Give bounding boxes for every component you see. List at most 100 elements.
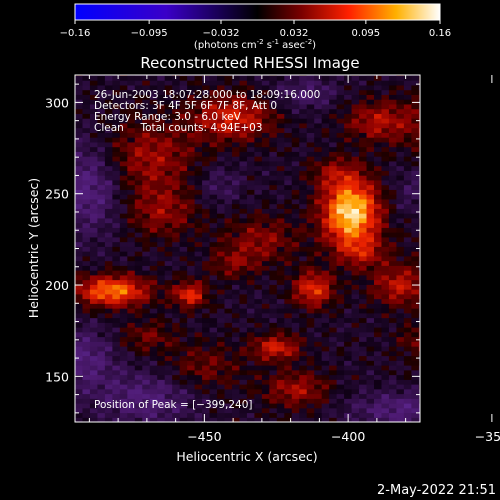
heatmap-cell [112, 293, 121, 300]
heatmap-cell [134, 403, 143, 409]
heatmap-cell [217, 189, 226, 195]
heatmap-cell [149, 336, 158, 342]
heatmap-cell [119, 122, 128, 129]
heatmap-cell [231, 122, 241, 129]
heatmap-cell [351, 194, 360, 200]
heatmap-cell [246, 189, 256, 195]
heatmap-cell [284, 213, 293, 219]
heatmap-cell [239, 132, 248, 138]
heatmap-cell [291, 284, 300, 290]
heatmap-cell [134, 360, 143, 366]
heatmap-cell [164, 80, 173, 86]
heatmap-cell [321, 170, 330, 176]
heatmap-cell [276, 203, 285, 209]
heatmap-cell [75, 317, 84, 323]
heatmap-cell [75, 198, 84, 205]
heatmap-cell [239, 75, 248, 81]
heatmap-cell [314, 227, 323, 233]
heatmap-cell [418, 251, 420, 257]
heatmap-cell [187, 246, 196, 252]
heatmap-cell [224, 379, 233, 385]
heatmap-cell [112, 274, 121, 281]
heatmap-cell [179, 80, 188, 86]
heatmap-cell [276, 194, 285, 200]
heatmap-cell [381, 369, 390, 376]
heatmap-cell [246, 232, 256, 238]
heatmap-cell [172, 179, 181, 186]
heatmap-cell [112, 217, 121, 224]
heatmap-cell [411, 374, 420, 380]
heatmap-cell [291, 118, 300, 124]
heatmap-cell [276, 274, 285, 281]
heatmap-cell [231, 327, 241, 333]
heatmap-cell [134, 251, 143, 257]
heatmap-cell [411, 355, 420, 361]
heatmap-cell [411, 407, 420, 414]
heatmap-cell [291, 327, 300, 333]
heatmap-cell [403, 189, 412, 195]
heatmap-cell [104, 336, 113, 342]
heatmap-cell [239, 289, 248, 295]
heatmap-cell [381, 75, 390, 81]
heatmap-cell [82, 217, 91, 224]
heatmap-cell [104, 179, 113, 186]
heatmap-cell [97, 412, 106, 418]
heatmap-cell [291, 189, 300, 195]
heatmap-cell [82, 170, 91, 176]
heatmap-cell [246, 75, 256, 81]
heatmap-cell [344, 113, 353, 119]
heatmap-cell [82, 303, 91, 309]
heatmap-cell [127, 194, 136, 200]
heatmap-cell [209, 251, 218, 257]
heatmap-cell [366, 289, 375, 295]
heatmap-cell [284, 232, 293, 238]
heatmap-cell [82, 137, 91, 143]
heatmap-cell [306, 417, 315, 422]
heatmap-cell [284, 227, 293, 233]
heatmap-cell [187, 374, 196, 380]
heatmap-cell [351, 350, 360, 357]
heatmap-cell [276, 151, 285, 157]
heatmap-cell [164, 417, 173, 422]
heatmap-cell [321, 374, 330, 380]
heatmap-cell [104, 303, 113, 309]
heatmap-cell [127, 213, 136, 219]
heatmap-cell [239, 246, 248, 252]
heatmap-cell [119, 232, 128, 238]
heatmap-cell [164, 355, 173, 361]
heatmap-cell [239, 303, 248, 309]
heatmap-cell [388, 393, 398, 399]
heatmap-cell [231, 336, 241, 342]
heatmap-cell [329, 384, 338, 390]
heatmap-cell [366, 293, 375, 300]
heatmap-cell [366, 103, 375, 110]
heatmap-cell [142, 141, 151, 148]
heatmap-cell [164, 241, 173, 247]
heatmap-cell [344, 265, 353, 271]
heatmap-cell [344, 160, 353, 167]
heatmap-cell [127, 260, 136, 266]
heatmap-cell [254, 103, 263, 110]
heatmap-cell [209, 203, 218, 209]
heatmap-cell [164, 398, 173, 404]
heatmap-cell [75, 346, 84, 352]
heatmap-cell [396, 132, 405, 138]
heatmap-cell [418, 222, 420, 228]
heatmap-cell [246, 274, 256, 281]
heatmap-cell [217, 407, 226, 414]
heatmap-cell [97, 241, 106, 247]
heatmap-cell [112, 346, 121, 352]
heatmap-cell [217, 170, 226, 176]
heatmap-cell [97, 146, 106, 152]
heatmap-cell [336, 331, 345, 338]
heatmap-cell [388, 379, 398, 385]
heatmap-cell [127, 350, 136, 357]
heatmap-cell [217, 251, 226, 257]
heatmap-cell [299, 355, 308, 361]
heatmap-cell [284, 255, 293, 262]
heatmap-cell [209, 179, 218, 186]
heatmap-cell [89, 393, 99, 399]
heatmap-cell [209, 103, 218, 110]
heatmap-cell [187, 265, 196, 271]
heatmap-cell [127, 365, 136, 371]
